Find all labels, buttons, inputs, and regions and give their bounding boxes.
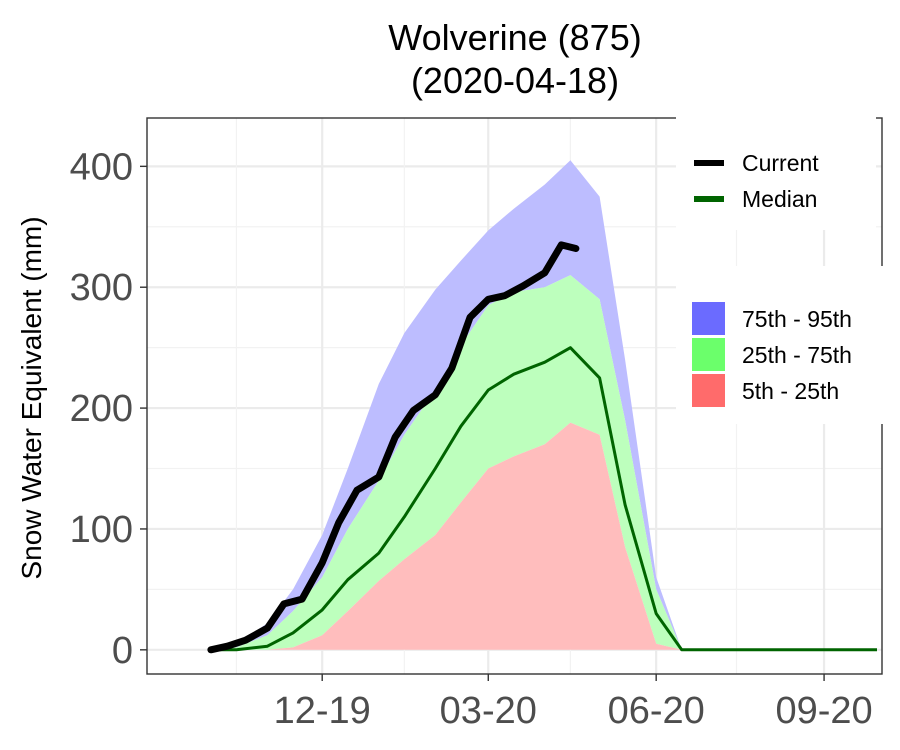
- chart-title-line-1: Wolverine (875): [388, 17, 641, 58]
- x-tick-label: 03-20: [440, 690, 537, 732]
- median-line: [210, 346, 877, 652]
- legend-label: Median: [742, 186, 817, 212]
- x-tick-label: 09-20: [775, 690, 872, 732]
- y-tick-label: 400: [70, 146, 133, 188]
- y-tick-label: 100: [70, 509, 133, 551]
- band-75-95: [210, 160, 877, 650]
- legend: Current Median 75th - 95th 25th - 75th 5th -…: [676, 112, 886, 424]
- legend-label: 5th - 25th: [742, 378, 839, 404]
- y-tick-label: 300: [70, 267, 133, 309]
- legend-fill-key: [692, 338, 725, 371]
- y-axis-label: Snow Water Equivalent (mm): [16, 216, 47, 579]
- x-axis-ticks: 12-19 03-20 06-20 09-20: [274, 674, 873, 732]
- chart-title: Wolverine (875) (2020-04-18): [388, 17, 641, 101]
- data-lines: [207, 241, 877, 654]
- y-tick-label: 200: [70, 388, 133, 430]
- legend-label: 25th - 75th: [742, 342, 852, 368]
- legend-box-lines: [676, 112, 876, 230]
- x-tick-label: 12-19: [274, 690, 371, 732]
- x-tick-label: 06-20: [608, 690, 705, 732]
- legend-fill-key: [692, 374, 725, 407]
- legend-fill-key: [692, 302, 725, 335]
- band-5-25: [210, 422, 877, 650]
- legend-label: 75th - 95th: [742, 306, 852, 332]
- y-tick-label: 0: [112, 630, 133, 672]
- legend-label: Current: [742, 150, 819, 176]
- current-line: [207, 241, 580, 654]
- chart-title-line-2: (2020-04-18): [411, 60, 619, 101]
- y-axis-ticks: 0 100 200 300 400: [70, 146, 147, 672]
